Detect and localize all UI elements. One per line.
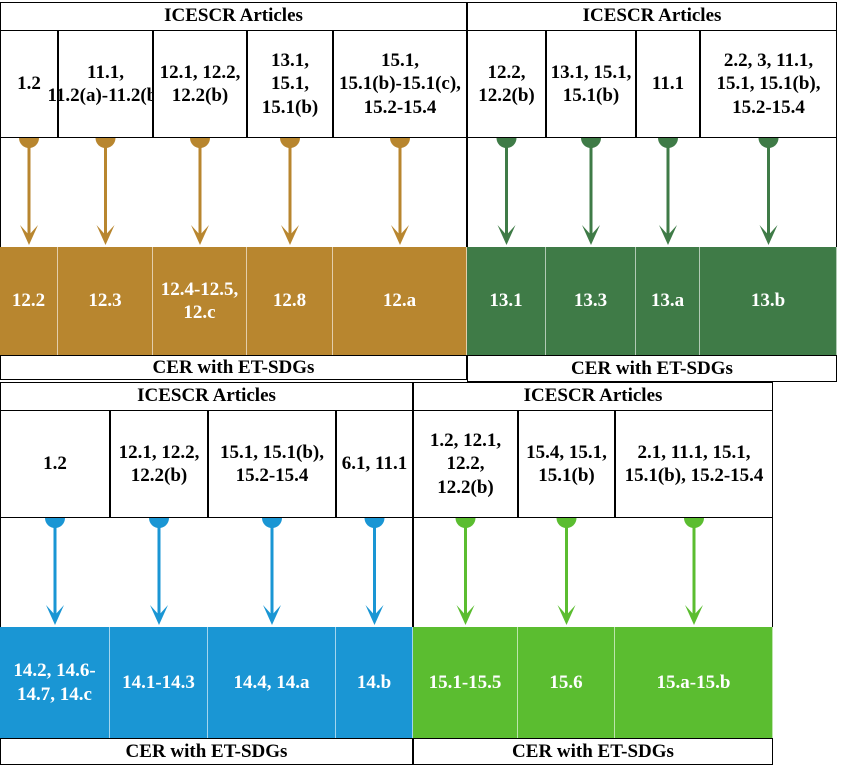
- arrow-head: [557, 605, 576, 625]
- arrow-head: [46, 605, 64, 625]
- article-box: 2.2, 3, 11.1, 15.1, 15.1(b), 15.2-15.4: [700, 30, 837, 138]
- panel-header: ICESCR Articles: [523, 385, 663, 407]
- arrow-head: [263, 605, 281, 625]
- article-box: 12.2, 12.2(b): [467, 30, 546, 138]
- target-box: 13.1: [467, 247, 546, 355]
- article-box: 1.2: [0, 30, 58, 138]
- arrow-head: [685, 605, 703, 625]
- target-box: 13.3: [546, 247, 636, 355]
- article-box: 15.4, 15.1, 15.1(b): [518, 410, 615, 518]
- arrow-head: [191, 225, 209, 245]
- target-box: 14.4, 14.a: [208, 627, 336, 738]
- article-box: 11.1: [636, 30, 700, 138]
- article-box: 12.1, 12.2, 12.2(b): [110, 410, 208, 518]
- arrow-head: [20, 225, 38, 245]
- target-box: 13.b: [700, 247, 837, 355]
- arrow-head: [150, 605, 168, 625]
- panel-frame: [467, 2, 837, 382]
- article-box: 1.2, 12.1, 12.2, 12.2(b): [413, 410, 518, 518]
- article-box: 15.1, 15.1(b)-15.1(c), 15.2-15.4: [333, 30, 467, 138]
- article-box: 2.1, 11.1, 15.1, 15.1(b), 15.2-15.4: [615, 410, 773, 518]
- article-box: 11.1, 11.2(a)-11.2(b): [47, 30, 164, 138]
- panel-frame: [0, 2, 467, 380]
- target-box: 15.a-15.b: [615, 627, 773, 738]
- target-box: 15.1-15.5: [413, 627, 518, 738]
- panel-frame: [413, 382, 773, 765]
- arrow-head: [281, 225, 299, 245]
- article-box: 13.1, 15.1, 15.1(b): [247, 30, 333, 138]
- target-box: 12.3: [58, 247, 153, 355]
- arrow-head: [582, 225, 600, 245]
- arrow-head: [759, 225, 778, 245]
- article-box: 12.1, 12.2, 12.2(b): [153, 30, 247, 138]
- target-box: 14.1-14.3: [110, 627, 208, 738]
- target-box: 12.2: [0, 247, 58, 355]
- arrow-head: [96, 225, 115, 245]
- target-box: 14.b: [336, 627, 413, 738]
- arrow-head: [659, 225, 677, 245]
- arrow-head: [497, 225, 516, 245]
- article-box: 6.1, 11.1: [336, 410, 413, 518]
- target-box: 15.6: [518, 627, 615, 738]
- arrow-head: [391, 225, 409, 245]
- panel-footer: CER with ET-SDGs: [413, 738, 773, 765]
- target-box: 14.2, 14.6-14.7, 14.c: [0, 627, 110, 738]
- target-box: 12.a: [333, 247, 467, 355]
- panel-footer: CER with ET-SDGs: [467, 355, 837, 382]
- target-box: 13.a: [636, 247, 700, 355]
- panel-footer: CER with ET-SDGs: [0, 355, 467, 380]
- target-box: 12.8: [247, 247, 333, 355]
- panel-frame: [0, 382, 413, 765]
- arrow-head: [456, 605, 475, 625]
- arrow-head: [365, 605, 384, 625]
- panel-header: ICESCR Articles: [582, 5, 722, 27]
- panel-header: ICESCR Articles: [137, 385, 276, 407]
- panel-footer: CER with ET-SDGs: [0, 738, 413, 765]
- article-box: 15.1, 15.1(b), 15.2-15.4: [208, 410, 336, 518]
- target-box: 12.4-12.5, 12.c: [153, 247, 247, 355]
- panel-header: ICESCR Articles: [164, 5, 303, 27]
- article-box: 13.1, 15.1, 15.1(b): [546, 30, 636, 138]
- article-box: 1.2: [0, 410, 110, 518]
